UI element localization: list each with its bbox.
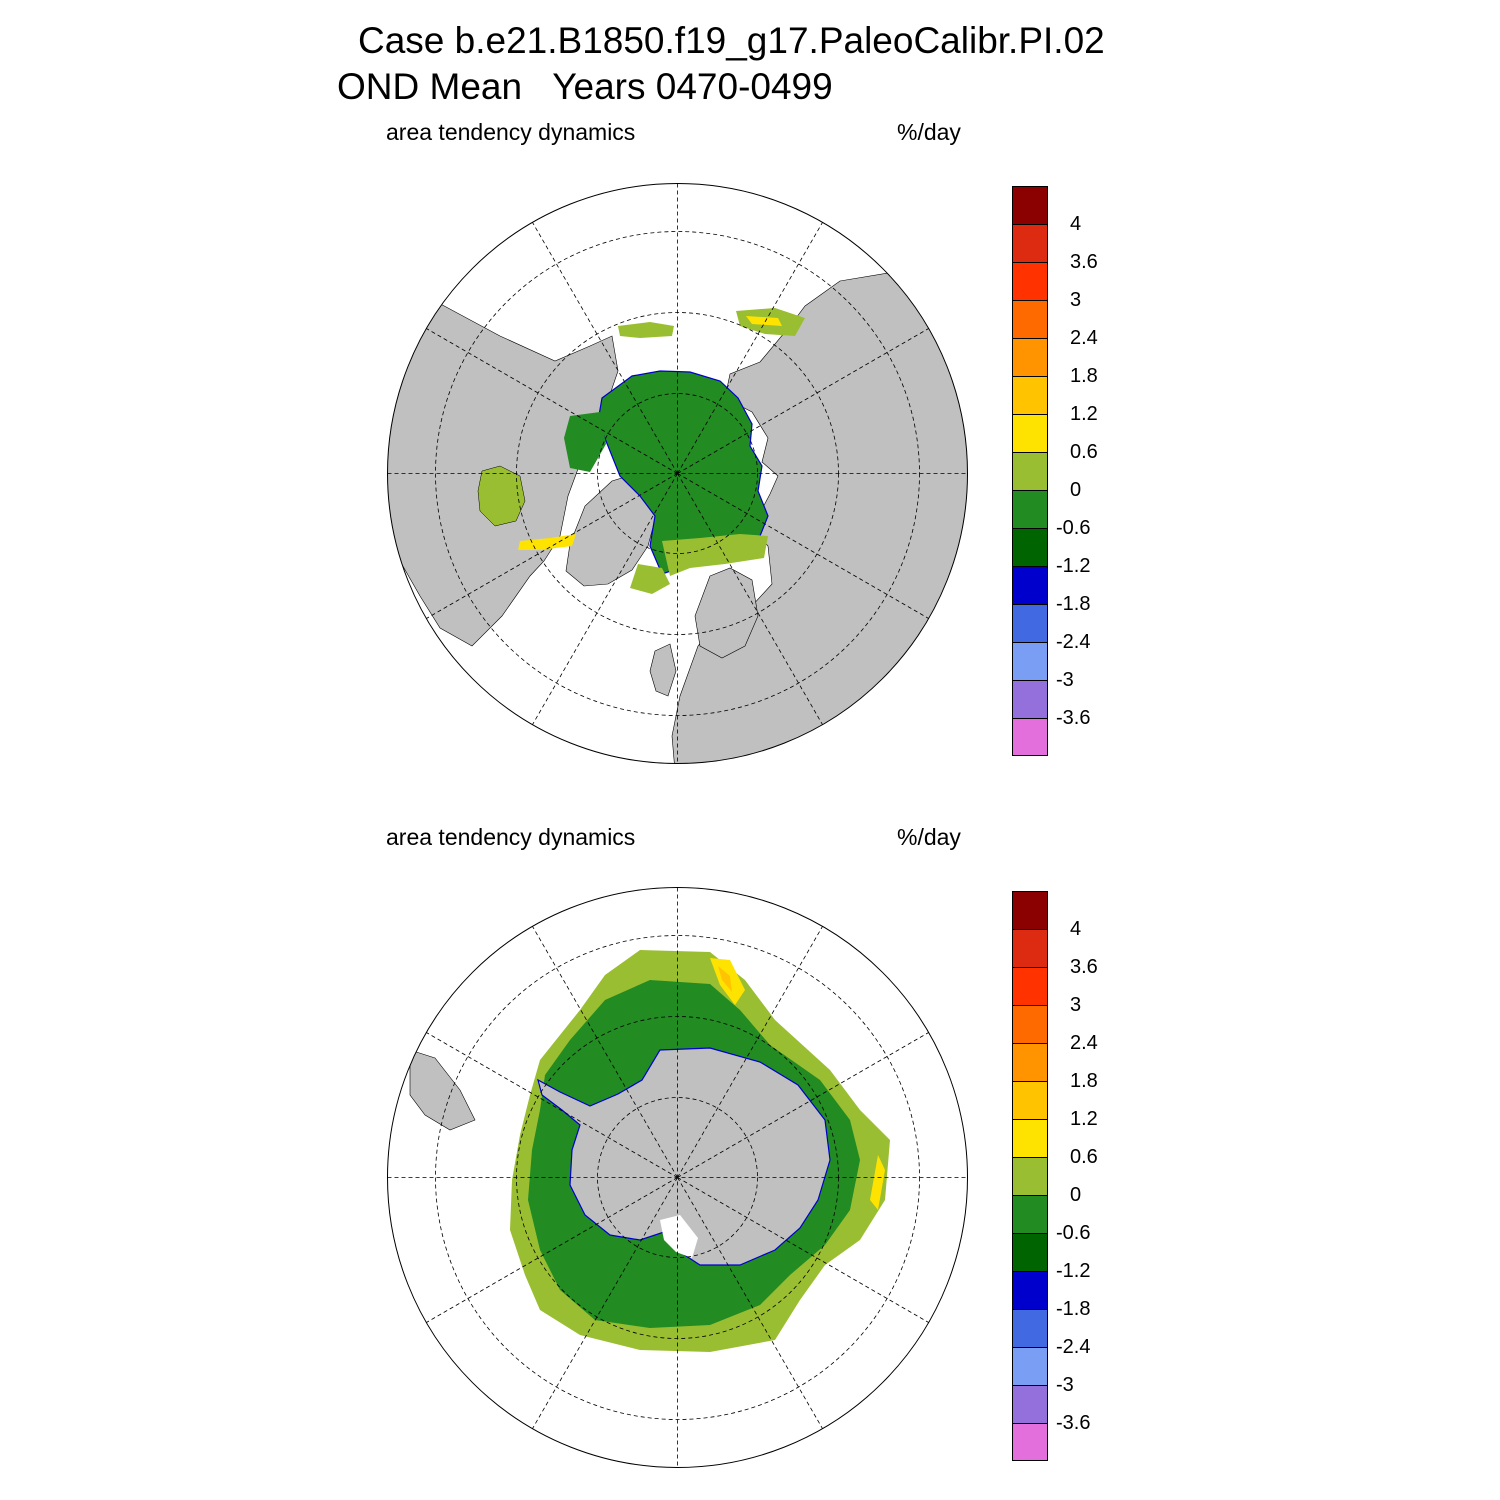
colorbar-segment [1012,642,1048,680]
longitude-gridlines [387,183,968,764]
colorbar-segment [1012,300,1048,338]
colorbar-segment [1012,452,1048,490]
colorbar-segment [1012,604,1048,642]
figure-title: Case b.e21.B1850.f19_g17.PaleoCalibr.PI.… [358,20,1105,61]
sea-ice-orange-east [718,966,732,992]
colorbar-tick-label: 3 [1070,994,1082,1016]
colorbar-tick-label: -0.6 [1056,1222,1091,1244]
colorbar-tick-label: -1.2 [1056,555,1091,577]
colorbar-segment [1012,967,1048,1005]
land-scandinavia [694,567,759,659]
colorbar-tick-label: -3 [1056,1374,1074,1396]
map-boundary [387,887,968,1468]
colorbar-segment [1012,1195,1048,1233]
colorbar-tick-label: -2.4 [1056,631,1091,653]
land-south-america [409,1049,476,1131]
colorbar-tick-label: -2.4 [1056,1336,1091,1358]
colorbar-segment [1012,891,1048,929]
colorbar-segment [1012,224,1048,262]
colorbar-tick-label: 4 [1070,918,1082,940]
colorbar-frame [1012,186,1048,756]
colorbar-tick-label: 1.8 [1070,365,1098,387]
panel-2-units-label: %/day [897,824,961,850]
colorbar-segment [1012,929,1048,967]
colorbar-tick-label: 2.4 [1070,1032,1098,1054]
colorbar-tick-label: 2.4 [1070,327,1098,349]
colorbar-tick-label: -1.8 [1056,593,1091,615]
map-boundary [387,183,968,764]
colorbar-tick-label: -3.6 [1056,707,1091,729]
colorbar-segment [1012,1081,1048,1119]
colorbar-segment [1012,1271,1048,1309]
colorbar-segment [1012,376,1048,414]
figure-subtitle: OND Mean Years 0470-0499 [337,66,833,107]
panel-1-variable-label: area tendency dynamics [386,119,636,145]
north-polar-map [387,183,968,764]
colorbar-segment [1012,338,1048,376]
colorbar-segment [1012,1157,1048,1195]
colorbar-segment [1012,1043,1048,1081]
colorbar-tick-label: 0 [1070,1184,1082,1206]
colorbar-tick-label: 0.6 [1070,441,1098,463]
colorbar-segment [1012,718,1048,756]
labrador-yellow-band [518,534,576,550]
colorbar-tick-label: 3.6 [1070,251,1098,273]
colorbar-tick-label: -1.8 [1056,1298,1091,1320]
bering-ice-band [618,322,674,338]
colorbar-tick-label: -3.6 [1056,1412,1091,1434]
colorbar-segment [1012,566,1048,604]
colorbar-tick-label: 3 [1070,289,1082,311]
colorbar-tick-label: -3 [1056,669,1074,691]
colorbar-segment [1012,186,1048,224]
colorbar-tick-label: -1.2 [1056,1260,1091,1282]
south-polar-map [387,887,968,1468]
colorbar-segment [1012,528,1048,566]
greenland-sea-band [630,564,670,594]
land-eurasia [671,270,968,764]
land-uk [649,643,677,697]
colorbar-segment [1012,1309,1048,1347]
colorbar-segment [1012,680,1048,718]
colorbar-tick-label: 1.2 [1070,1108,1098,1130]
archipelago-ice [564,412,606,472]
colorbar-segment [1012,1233,1048,1271]
colorbar-tick-label: 3.6 [1070,956,1098,978]
colorbar-segment [1012,1347,1048,1385]
colorbar-tick-label: 1.8 [1070,1070,1098,1092]
colorbar-segment [1012,414,1048,452]
barents-ice-band [662,534,768,576]
longitude-gridlines [387,887,968,1468]
colorbar-segment [1012,1119,1048,1157]
colorbar-frame [1012,891,1048,1461]
colorbar-segment [1012,262,1048,300]
colorbar-tick-label: 4 [1070,213,1082,235]
sea-ice-yellow-right [870,1155,885,1210]
panel-2-variable-label: area tendency dynamics [386,824,636,850]
colorbar-segment [1012,1005,1048,1043]
panel-1-units-label: %/day [897,119,961,145]
colorbar-segment [1012,1423,1048,1461]
colorbar-tick-label: 0 [1070,479,1082,501]
ross-ice-shelf [660,1215,698,1258]
okhotsk-yellow [746,316,782,326]
hudson-bay-ice [477,465,526,527]
land-antarctica [537,1047,831,1266]
colorbar-tick-label: 1.2 [1070,403,1098,425]
colorbar-tick-label: 0.6 [1070,1146,1098,1168]
colorbar-segment [1012,490,1048,528]
colorbar-tick-label: -0.6 [1056,517,1091,539]
colorbar-segment [1012,1385,1048,1423]
